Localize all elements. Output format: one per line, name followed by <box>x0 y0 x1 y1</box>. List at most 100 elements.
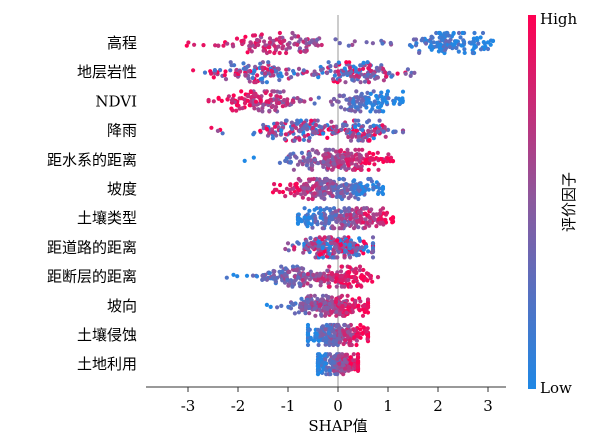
shap-point <box>341 93 346 98</box>
shap-point <box>330 157 335 162</box>
shap-point <box>322 192 327 197</box>
shap-point <box>456 49 461 54</box>
shap-point <box>320 360 325 365</box>
shap-point <box>313 150 318 155</box>
shap-point <box>276 44 281 49</box>
shap-point <box>376 191 381 196</box>
shap-point <box>350 303 355 308</box>
shap-point <box>366 249 371 254</box>
shap-point <box>279 264 284 269</box>
shap-point <box>300 301 305 306</box>
shap-point <box>347 265 352 270</box>
shap-point <box>305 322 311 328</box>
shap-point <box>261 48 266 53</box>
shap-point <box>320 186 325 191</box>
shap-point <box>358 335 363 340</box>
shap-point <box>333 149 339 154</box>
shap-point <box>317 239 322 244</box>
shap-point <box>294 268 299 273</box>
shap-point <box>242 158 247 163</box>
shap-point <box>270 103 275 109</box>
shap-point <box>303 245 308 250</box>
shap-point <box>361 239 366 244</box>
shap-point <box>429 34 434 40</box>
shap-point <box>389 74 394 79</box>
shap-point <box>251 102 256 107</box>
shap-point <box>337 194 343 199</box>
feature-label: 地层岩性 <box>77 63 137 81</box>
shap-point <box>319 221 324 226</box>
shap-point <box>377 66 382 71</box>
shap-point <box>344 60 349 65</box>
shap-point <box>471 40 476 45</box>
shap-point <box>365 305 371 310</box>
shap-point <box>299 219 304 224</box>
shap-point <box>319 125 324 130</box>
shap-point <box>317 235 322 240</box>
shap-point <box>319 297 324 302</box>
shap-point <box>335 356 340 361</box>
shap-point <box>270 69 275 74</box>
shap-point <box>373 109 378 114</box>
shap-point <box>380 41 385 46</box>
shap-point <box>485 40 491 45</box>
shap-point <box>296 34 301 39</box>
shap-point <box>357 264 363 269</box>
shap-point <box>277 77 282 83</box>
shap-point <box>337 41 342 46</box>
shap-point <box>280 189 286 195</box>
shap-point <box>313 237 318 242</box>
shap-point <box>302 206 307 211</box>
shap-point <box>321 271 326 276</box>
shap-point <box>277 50 282 56</box>
shap-point <box>323 313 328 318</box>
shap-point <box>215 128 220 133</box>
shap-point <box>371 186 376 191</box>
shap-point <box>329 305 334 310</box>
shap-point <box>378 208 383 213</box>
shap-point <box>253 80 258 85</box>
shap-point <box>342 107 347 112</box>
shap-point <box>289 75 294 80</box>
shap-point <box>273 279 278 284</box>
shap-point <box>302 158 307 163</box>
shap-point <box>337 329 342 335</box>
shap-point <box>308 336 313 342</box>
shap-point <box>282 280 288 285</box>
shap-point <box>336 164 341 169</box>
shap-point <box>376 182 381 187</box>
shap-point <box>360 330 365 336</box>
shap-point <box>342 66 347 71</box>
shap-point <box>349 104 354 109</box>
shap-point <box>354 246 359 252</box>
shap-point <box>400 99 405 105</box>
shap-point <box>323 300 328 305</box>
shap-point <box>307 311 312 316</box>
shap-point <box>345 147 350 152</box>
shap-point <box>281 39 286 44</box>
shap-point <box>438 42 443 47</box>
shap-point <box>356 196 361 202</box>
shap-point <box>353 66 358 71</box>
shap-point <box>334 313 339 318</box>
shap-point <box>307 135 312 140</box>
shap-point <box>350 77 355 82</box>
shap-point <box>358 167 364 172</box>
shap-point <box>476 41 481 46</box>
shap-point <box>362 79 368 84</box>
shap-point <box>358 80 363 85</box>
shap-point <box>322 156 328 161</box>
shap-point <box>252 106 257 111</box>
shap-point <box>400 130 406 135</box>
shap-point <box>255 73 260 78</box>
shap-point <box>310 241 315 247</box>
shap-point <box>319 67 324 73</box>
shap-point <box>290 267 296 272</box>
shap-point <box>286 248 291 253</box>
shap-point <box>308 269 313 274</box>
shap-point <box>339 190 344 196</box>
shap-point <box>260 273 265 278</box>
shap-point <box>346 305 351 310</box>
shap-point <box>239 89 244 94</box>
shap-point <box>320 293 326 298</box>
